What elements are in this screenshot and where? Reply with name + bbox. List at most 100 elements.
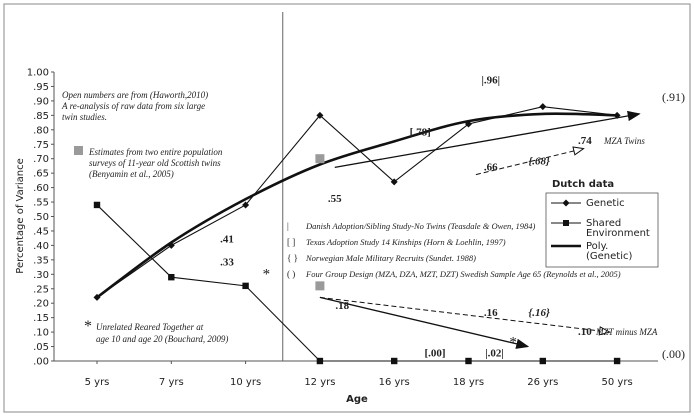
study-symbol: [ ]: [287, 237, 295, 247]
y-tick-label: .50: [33, 212, 49, 223]
annotation-right-bottom: (.00): [662, 347, 685, 361]
annotation-open-numbers-1: Open numbers are from (Haworth,2010): [62, 90, 208, 100]
annotation-open-numbers-2: A re-analysis of raw data from six large: [61, 101, 205, 111]
shared-point: [539, 357, 546, 365]
annotation-scottish-2: surveys of 11-year old Scottish twins: [89, 158, 221, 168]
y-tick-label: .40: [33, 241, 49, 252]
mza-genetic-value: .74: [578, 135, 592, 147]
y-tick-label: .70: [33, 154, 49, 165]
scottish-estimate-point: [315, 281, 325, 291]
solid-arrow: [334, 110, 641, 169]
shared-point: [465, 357, 472, 365]
series-line-shared: [96, 204, 618, 362]
study-text: Four Group Design (MZA, DZA, MZT, DZT) S…: [305, 269, 621, 279]
study-symbol: ( ): [287, 269, 295, 279]
annotation-unrelated-2: age 10 and age 20 (Bouchard, 2009): [96, 334, 228, 344]
value-label: |.96|: [481, 75, 500, 87]
shared-point: [316, 357, 324, 365]
x-tick-label: 5 yrs: [85, 377, 110, 388]
series-line-genetic: [96, 106, 618, 298]
annotation-open-numbers-3: twin studies.: [62, 112, 107, 122]
y-tick-label: .60: [33, 183, 49, 194]
x-tick-label: 12 yrs: [304, 377, 335, 388]
legend-title: Dutch data: [552, 179, 614, 190]
value-label: .18: [335, 300, 349, 312]
legend-label-genetic: Genetic: [586, 198, 625, 209]
study-symbol: |: [287, 221, 289, 231]
genetic-point: [242, 201, 250, 209]
poly-genetic-curve: [96, 112, 618, 299]
y-tick-label: .85: [33, 111, 49, 122]
mza-shared-value: .10: [578, 326, 592, 338]
study-text: Texas Adoption Study 14 Kinships (Horn &…: [306, 237, 506, 247]
value-label: .66: [484, 161, 498, 173]
y-tick-label: .00: [33, 357, 49, 368]
value-label: .55: [328, 193, 342, 205]
shared-point: [93, 201, 101, 209]
y-tick-label: .95: [33, 82, 49, 93]
shared-point: [391, 357, 398, 365]
y-tick-label: .30: [33, 270, 49, 281]
y-tick-label: .20: [33, 299, 49, 310]
legend-label-shared: Shared: [586, 218, 621, 229]
y-axis-title: Percentage of Variance: [15, 158, 26, 273]
value-label: |.02|: [485, 348, 504, 360]
annotation-right-top: (.91): [662, 90, 685, 104]
genetic-point: [390, 178, 398, 186]
annotation-asterisk: *: [84, 318, 92, 335]
value-label: [.78]: [410, 127, 431, 139]
annotation-scottish-1: Estimates from two entire population: [88, 147, 223, 157]
shared-point: [168, 273, 175, 281]
shared-point: [242, 282, 249, 290]
value-label: .41: [220, 234, 234, 246]
y-tick-label: .65: [33, 169, 49, 180]
mza-genetic-text: MZA Twins: [603, 136, 645, 146]
x-tick-label: 26 yrs: [527, 377, 558, 388]
x-axis-title: Age: [346, 394, 368, 405]
genetic-point: [539, 103, 547, 111]
scottish-estimate-point: [315, 154, 325, 164]
y-tick-label: .15: [33, 313, 49, 324]
value-label: {.16}: [528, 307, 550, 319]
y-tick-label: .45: [33, 226, 49, 237]
solid-arrow: [319, 296, 530, 349]
value-label: *: [509, 335, 517, 351]
legend-marker-genetic: [562, 199, 570, 207]
x-tick-label: 10 yrs: [230, 377, 261, 388]
value-label: *: [263, 267, 271, 283]
dashed-arrow: [475, 149, 584, 176]
annotation-scottish-3: (Benyamin et al., 2005): [89, 169, 174, 179]
value-label: [.00]: [425, 348, 446, 360]
y-tick-label: .55: [33, 198, 49, 209]
legend-box: [545, 192, 659, 268]
value-label: .33: [220, 257, 234, 269]
value-label: .16: [484, 307, 498, 319]
y-tick-label: .75: [33, 140, 49, 151]
value-label: {.68}: [528, 155, 550, 167]
y-tick-label: .35: [33, 255, 49, 266]
dashed-arrow: [319, 296, 610, 332]
study-text: Norwegian Male Military Recruits (Sundet…: [305, 253, 476, 263]
study-text: Danish Adoption/Sibling Study-No Twins (…: [305, 221, 536, 231]
y-tick-label: .10: [33, 328, 49, 339]
y-tick-label: .05: [33, 342, 49, 353]
mza-shared-text: MZT minus MZA: [595, 327, 658, 337]
x-tick-label: 18 yrs: [453, 377, 484, 388]
page-frame: [3, 3, 691, 413]
x-tick-label: 50 yrs: [602, 377, 633, 388]
y-tick-label: 1.00: [27, 68, 49, 79]
shared-point: [613, 357, 621, 365]
study-symbol: { }: [287, 253, 298, 263]
y-tick-label: .25: [33, 284, 49, 295]
y-tick-label: .80: [33, 125, 49, 136]
y-tick-label: .90: [33, 96, 49, 107]
gray-square-key: [74, 146, 83, 155]
legend-label-poly: Poly.: [586, 241, 608, 252]
x-tick-label: 7 yrs: [159, 377, 184, 388]
legend-label-poly-genetic: (Genetic): [586, 251, 632, 262]
legend-marker-shared: [563, 220, 569, 226]
legend-label-environment: Environment: [586, 228, 650, 239]
annotation-unrelated-1: Unrelated Reared Together at: [96, 322, 204, 332]
